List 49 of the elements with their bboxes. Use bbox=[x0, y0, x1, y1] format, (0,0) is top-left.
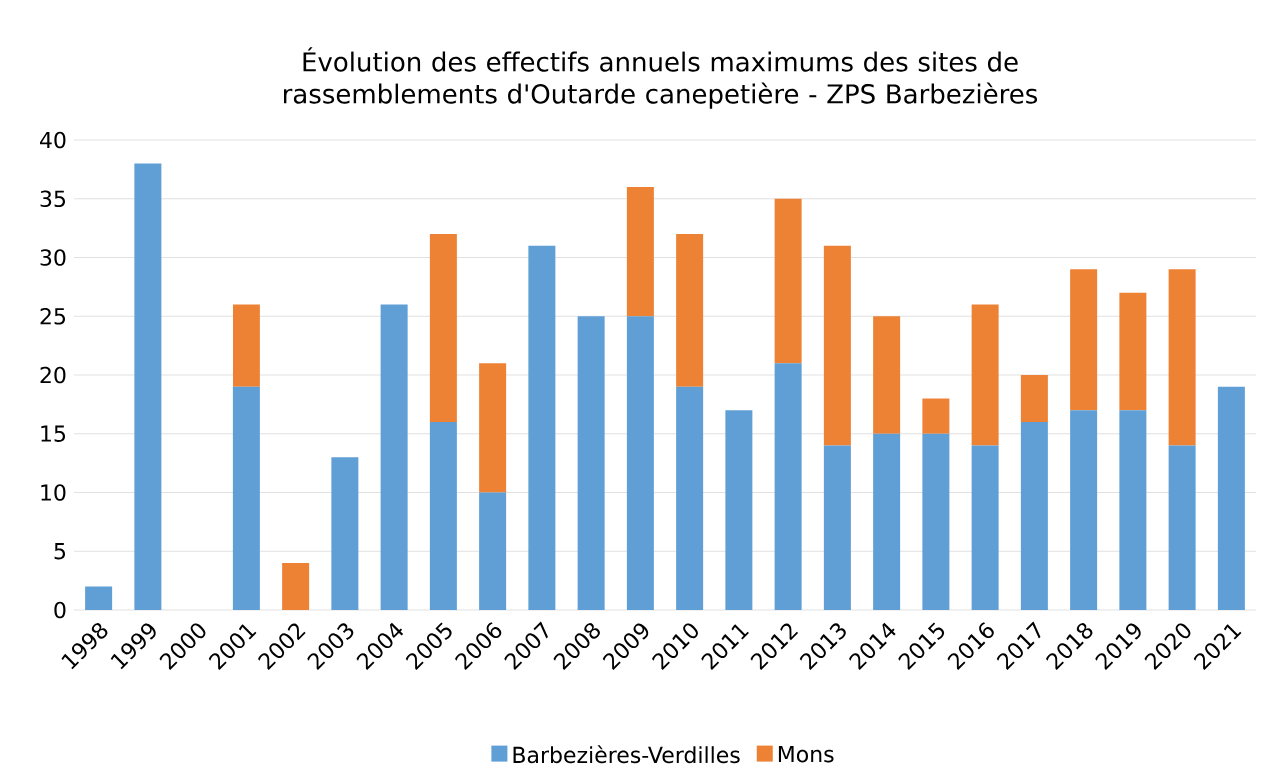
bar bbox=[626, 187, 654, 317]
bar bbox=[873, 316, 901, 434]
bar bbox=[774, 363, 802, 610]
y-tick-label: 40 bbox=[40, 131, 66, 149]
legend-label: Mons bbox=[778, 746, 834, 763]
y-tick-label: 25 bbox=[40, 307, 66, 325]
bar bbox=[479, 492, 507, 610]
bar bbox=[429, 422, 457, 610]
bar bbox=[331, 457, 359, 610]
bar bbox=[922, 398, 950, 434]
bar bbox=[1070, 410, 1098, 610]
bar bbox=[577, 316, 605, 610]
bar bbox=[823, 445, 851, 610]
bar bbox=[232, 386, 260, 610]
bar bbox=[1168, 445, 1196, 610]
y-tick-label: 30 bbox=[40, 249, 66, 266]
bar bbox=[725, 410, 753, 610]
bar bbox=[1020, 422, 1048, 610]
y-tick-label: 20 bbox=[40, 366, 66, 384]
bar bbox=[380, 304, 408, 610]
bar bbox=[1020, 375, 1048, 422]
legend-label: Barbezières-Verdilles bbox=[513, 745, 740, 764]
bar bbox=[774, 198, 802, 364]
bar bbox=[479, 363, 507, 493]
bar bbox=[1168, 269, 1196, 446]
bar bbox=[823, 245, 851, 446]
bar bbox=[232, 304, 260, 387]
y-tick-label: 0 bbox=[54, 601, 66, 619]
bar bbox=[1119, 410, 1147, 610]
chart-title: Évolution des effectifs annuels maximums des sites de rassemblements d'Outarde canepetière - ZPS Barbezières bbox=[284, 47, 1038, 109]
bar bbox=[626, 316, 654, 610]
bar bbox=[971, 445, 999, 610]
bar bbox=[873, 433, 901, 610]
bar bbox=[282, 563, 310, 610]
bar bbox=[1070, 269, 1098, 411]
bar bbox=[1217, 386, 1245, 610]
bar bbox=[676, 386, 704, 610]
bar bbox=[134, 163, 162, 610]
bar bbox=[85, 586, 113, 610]
y-tick-label: 5 bbox=[54, 543, 66, 560]
bar bbox=[922, 433, 950, 610]
bar bbox=[528, 245, 556, 610]
y-tick-label: 15 bbox=[41, 425, 66, 442]
y-tick-label: 10 bbox=[41, 484, 66, 501]
bar bbox=[1119, 292, 1147, 411]
bar bbox=[676, 234, 704, 387]
y-tick-label: 35 bbox=[40, 190, 66, 208]
bar bbox=[971, 304, 999, 446]
bar bbox=[429, 234, 457, 422]
